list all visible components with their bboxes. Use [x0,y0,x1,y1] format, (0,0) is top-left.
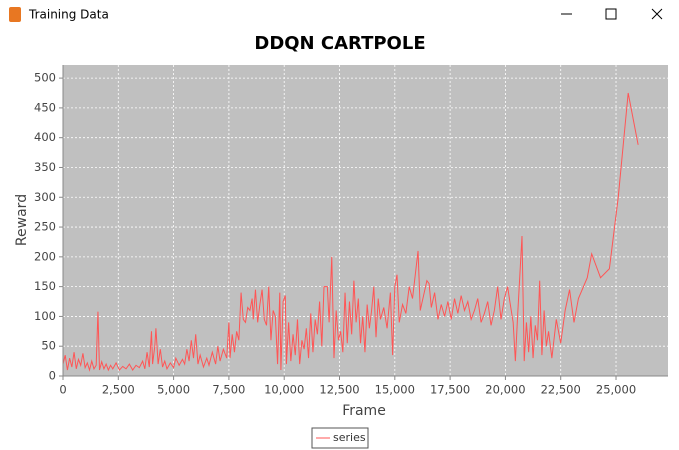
axes: 0 50 100 150 200 250 300 350 400 450 500 0 2,500 5,00… [34,65,668,397]
y-tick-label: 0 [49,369,56,383]
close-button[interactable] [651,8,663,20]
y-tick-label: 400 [34,130,56,144]
marks [63,92,639,372]
x-tick-label: 20,000 [485,383,525,397]
y-axis-label: Reward [14,194,30,246]
y-tick-label: 200 [34,249,56,263]
chart-title: DDQN CARTPOLE [254,33,425,54]
plot-area [63,65,668,376]
x-axis-label: Frame [342,403,386,419]
y-tick-label: 250 [34,220,56,234]
window-title: Training Data [28,8,109,22]
x-tick-label: 15,000 [375,383,415,397]
x-tick-label: 7,500 [212,383,245,397]
legend: series [311,427,369,449]
y-tick-label: 300 [34,190,56,204]
x-tick-label: 5,000 [157,383,190,397]
x-tick-label: 0 [59,383,66,397]
title-bar: Training Data [9,7,663,22]
x-tick-label: 22,500 [541,383,581,397]
series-line [63,92,639,372]
legend-label: series [333,431,366,444]
x-tick-label: 2,500 [102,383,135,397]
legend-box [311,427,369,449]
x-tick-label: 17,500 [430,383,470,397]
app-icon [9,7,21,22]
y-tick-label: 350 [34,160,56,174]
y-tick-label: 100 [34,309,56,323]
x-tick-label: 12,500 [319,383,359,397]
y-tick-label: 500 [34,71,56,85]
x-tick-label: 10,000 [264,383,304,397]
maximize-button[interactable] [605,8,617,20]
y-tick-label: 50 [41,339,56,353]
y-tick-label: 450 [34,100,56,114]
y-tick-label: 150 [34,279,56,293]
x-tick-label: 25,000 [596,383,636,397]
